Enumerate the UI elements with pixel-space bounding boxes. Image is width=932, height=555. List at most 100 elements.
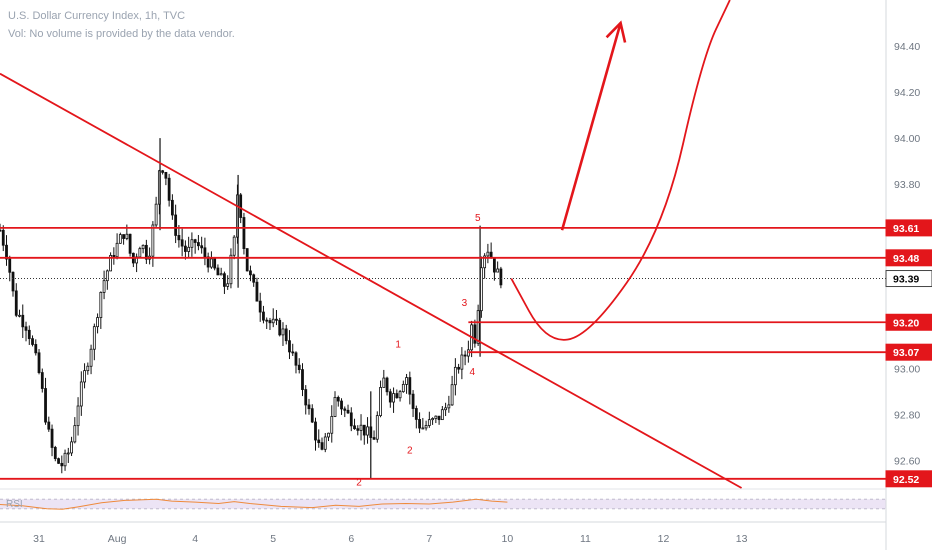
candle-body [223, 273, 226, 287]
candle-body [418, 419, 421, 429]
candle-body [372, 437, 376, 440]
candle-body [109, 255, 112, 272]
candle-body [170, 199, 174, 216]
x-tick-label: 5 [270, 533, 276, 545]
rsi-line [0, 498, 508, 510]
y-tick-label: 93.80 [894, 179, 920, 191]
candle-body [301, 369, 304, 390]
candle-body [317, 439, 321, 444]
candle-body [411, 393, 415, 409]
wave-label: 2 [407, 445, 413, 456]
candle-body [323, 436, 327, 450]
projection-arrow-shaft[interactable] [560, 22, 622, 231]
candle-body [447, 404, 451, 409]
candle-body [245, 248, 249, 272]
candle-body [388, 391, 392, 403]
candle-body [385, 377, 389, 393]
candle-body [307, 404, 311, 410]
candle-body [431, 418, 434, 421]
price-tag [885, 313, 932, 331]
x-tick-label: 12 [658, 533, 670, 545]
candle-body [18, 314, 21, 317]
candle-body [190, 239, 194, 248]
candle-body [154, 203, 158, 226]
candle-body [79, 381, 83, 407]
candle-body [408, 377, 412, 395]
candle-body [174, 214, 178, 236]
candle-body [180, 239, 184, 247]
candle-body [375, 415, 379, 440]
candle-body [437, 415, 441, 421]
x-tick-label: 6 [348, 533, 354, 545]
candle-body [210, 258, 213, 268]
chart-title: U.S. Dollar Currency Index, 1h, TVC [8, 10, 186, 22]
candle-body [453, 366, 457, 386]
candle-body [34, 344, 38, 354]
candle-body [200, 245, 204, 249]
candle-body [258, 300, 262, 313]
candle-body [102, 280, 106, 293]
projection-arrow-head[interactable] [605, 20, 627, 43]
candle-body [427, 419, 431, 426]
wave-label: 5 [475, 213, 481, 224]
wave-label: 2 [356, 478, 362, 489]
candle-body [252, 274, 256, 283]
candle-body [125, 233, 129, 239]
price-tag-label: 92.52 [893, 474, 919, 486]
price-tag-label: 93.20 [893, 317, 919, 329]
y-tick-label: 92.60 [894, 455, 920, 467]
candle-body [314, 421, 317, 441]
price-tag-label: 93.39 [893, 274, 919, 286]
candle-body [424, 425, 428, 429]
candle-body [47, 421, 51, 430]
candle-body [327, 432, 330, 438]
candle-body [359, 424, 363, 431]
x-tick-label: 4 [192, 533, 198, 545]
candle-body [271, 318, 275, 324]
candle-body [40, 372, 44, 389]
candle-body [89, 348, 93, 367]
candle-body [460, 354, 464, 370]
price-tag-label: 93.61 [893, 223, 919, 235]
candle-body [193, 239, 197, 243]
candle-body [24, 326, 28, 331]
candle-body [206, 256, 210, 268]
candle-body [83, 370, 86, 383]
candle-body [141, 244, 145, 250]
candle-body [320, 442, 324, 450]
candle-body [96, 317, 99, 328]
x-tick-label: Aug [108, 533, 127, 545]
candle-body [489, 251, 493, 259]
candle-body [486, 251, 490, 257]
candle-body [226, 283, 230, 287]
candle-body [330, 416, 334, 434]
projection-curve[interactable] [510, 0, 731, 341]
candle-body [450, 384, 454, 406]
descending-trend-line[interactable] [0, 72, 743, 489]
candle-body [118, 234, 122, 244]
wave-label: 1 [395, 340, 401, 351]
candle-body [284, 328, 288, 342]
price-tag [885, 343, 932, 361]
price-tag [885, 270, 932, 288]
price-tag-label: 93.07 [893, 347, 919, 359]
x-tick-label: 11 [580, 533, 591, 545]
candle-body [11, 271, 15, 292]
candle-body [421, 427, 425, 430]
y-tick-label: 94.20 [894, 87, 920, 99]
candle-body [255, 281, 259, 302]
candle-body [398, 391, 402, 399]
candle-body [151, 224, 155, 257]
price-tag [885, 219, 932, 237]
candle-body [239, 194, 243, 218]
candle-body [183, 245, 187, 252]
candle-body [479, 267, 483, 312]
candle-body [249, 270, 252, 276]
candle-body [268, 320, 272, 324]
candle-body [457, 366, 461, 370]
candle-body [122, 234, 125, 239]
candle-body [310, 408, 314, 423]
candle-body [343, 408, 347, 411]
